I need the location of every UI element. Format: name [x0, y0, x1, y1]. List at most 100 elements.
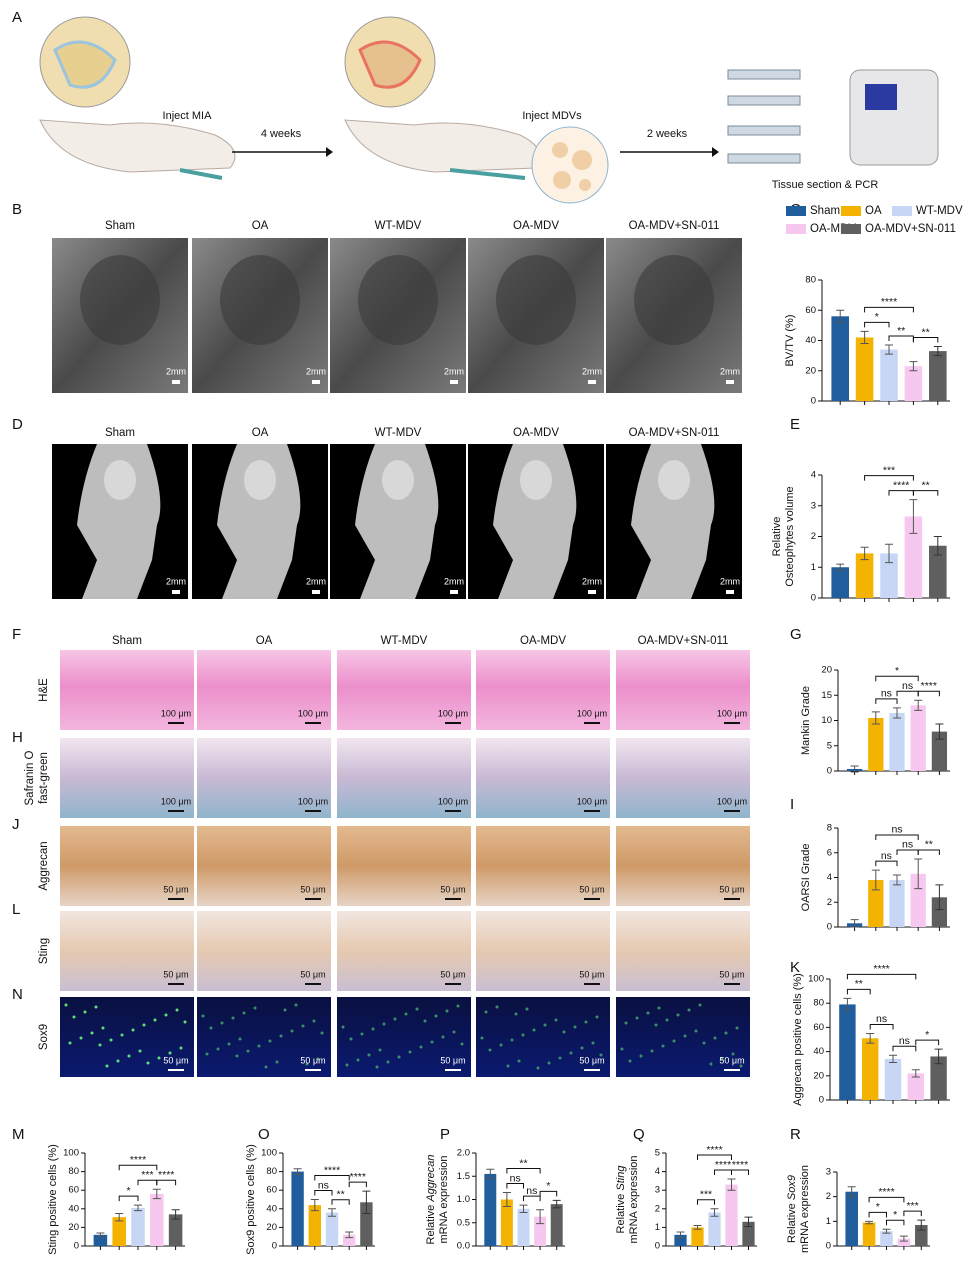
scale-bar	[726, 590, 734, 594]
stain-dot	[164, 1013, 168, 1017]
error-bar	[552, 1199, 561, 1209]
y-axis-label: Mankin Grade	[800, 686, 812, 755]
stain-dot	[635, 1016, 639, 1020]
y-tick-label: 0	[811, 593, 816, 604]
scale-label: 50 μm	[719, 884, 744, 894]
y-axis-label-part: Relative	[425, 1202, 437, 1245]
y-axis-label-part: mRNA expression	[799, 1165, 811, 1253]
stain-dot	[665, 1018, 669, 1022]
significance-bracket	[314, 1175, 350, 1181]
schematic	[39, 16, 939, 204]
panel-label: D	[12, 416, 23, 433]
error-bar	[519, 1204, 528, 1214]
scale-label: 2mm	[720, 366, 740, 376]
stain-dot	[345, 1063, 349, 1067]
significance-label: ****	[921, 680, 937, 692]
ct-patella	[104, 460, 136, 500]
stain-dot	[499, 1043, 503, 1047]
significance-bracket	[875, 675, 919, 682]
y-tick-label: 20	[68, 1222, 79, 1233]
y-axis-label-part: mRNA expression	[438, 1155, 450, 1243]
stain-dot	[79, 1036, 83, 1040]
bar	[889, 712, 905, 771]
stain-dot	[672, 1039, 676, 1043]
row-label: fast-green	[38, 752, 50, 804]
scale-label: 50 μm	[163, 969, 188, 979]
schematic-label: Inject MIA	[163, 110, 213, 122]
error-bar	[909, 361, 918, 372]
significance-label: ns	[902, 680, 913, 692]
ct-bone	[217, 444, 301, 599]
bar	[897, 1238, 911, 1246]
significance-label: *	[925, 1029, 929, 1041]
ct-bone	[355, 444, 439, 599]
scale-label: 100 μm	[161, 796, 191, 806]
stain-dot	[349, 1037, 353, 1041]
stain-dot	[430, 1040, 434, 1044]
column-label: OA	[252, 220, 269, 232]
significance-bracket	[846, 988, 871, 995]
y-axis-label-part: BV/TV (%)	[784, 315, 796, 367]
schematic-label: Tissue section & PCR	[772, 179, 879, 191]
stain-dot	[694, 1029, 698, 1033]
y-tick-label: 100	[808, 974, 824, 985]
scale-label: 2mm	[444, 576, 464, 586]
y-tick-label: 0	[272, 1241, 277, 1252]
stain-dot	[183, 1020, 187, 1024]
stain-dot	[294, 1003, 298, 1007]
stain-dot	[731, 1052, 735, 1056]
scale-label: 100 μm	[298, 708, 328, 718]
significance-bracket	[875, 834, 919, 840]
y-tick-label: 0	[827, 922, 832, 933]
stain-dot	[268, 1039, 272, 1043]
column-label: Sham	[105, 220, 135, 232]
bar	[889, 879, 905, 927]
histology-image	[197, 738, 331, 818]
column-label: OA	[256, 635, 273, 647]
y-axis-label: Relative Aggrecan	[425, 1155, 437, 1245]
bar	[929, 545, 947, 598]
bar	[484, 1173, 497, 1246]
stain-dot	[558, 1056, 562, 1060]
stain-dot	[683, 1034, 687, 1038]
significance-label: **	[855, 978, 863, 990]
bar	[831, 567, 849, 598]
stain-dot	[397, 1055, 401, 1059]
xray-joint	[496, 255, 576, 345]
error-bar	[885, 543, 893, 564]
scale-bar	[168, 898, 184, 900]
scale-label: 100 μm	[161, 708, 191, 718]
stain-dot	[64, 1003, 68, 1007]
stain-dot	[146, 1061, 150, 1065]
stain-dot	[367, 1053, 371, 1057]
bar	[517, 1208, 530, 1246]
stain-dot	[382, 1022, 386, 1026]
error-bar	[115, 1212, 124, 1222]
histology-image	[337, 997, 471, 1077]
significance-bracket	[846, 973, 917, 980]
bar	[868, 717, 884, 771]
bar	[550, 1204, 563, 1246]
histology-image	[337, 738, 471, 818]
stain-dot	[131, 1028, 135, 1032]
y-axis-label-part: Sting	[615, 1165, 627, 1191]
stain-dot	[654, 1023, 658, 1027]
y-tick-label: 80	[68, 1166, 79, 1177]
stain-dot	[514, 1012, 518, 1016]
significance-label: ****	[158, 1169, 174, 1181]
significance-label: ****	[706, 1144, 722, 1156]
significance-label: ns	[510, 1172, 521, 1184]
legend-swatch	[841, 206, 861, 216]
y-tick-label: 20	[821, 665, 832, 676]
bar	[931, 731, 948, 771]
y-tick-label: 0	[827, 766, 832, 777]
error-bar	[310, 1199, 319, 1212]
stain-dot	[419, 1045, 423, 1049]
bar	[674, 1234, 687, 1246]
scale-bar	[312, 590, 320, 594]
bar	[930, 1056, 947, 1100]
scale-bar	[445, 898, 461, 900]
scale-label: 2mm	[306, 366, 326, 376]
scale-bar	[445, 983, 461, 985]
y-tick-label: 2.0	[457, 1148, 470, 1159]
